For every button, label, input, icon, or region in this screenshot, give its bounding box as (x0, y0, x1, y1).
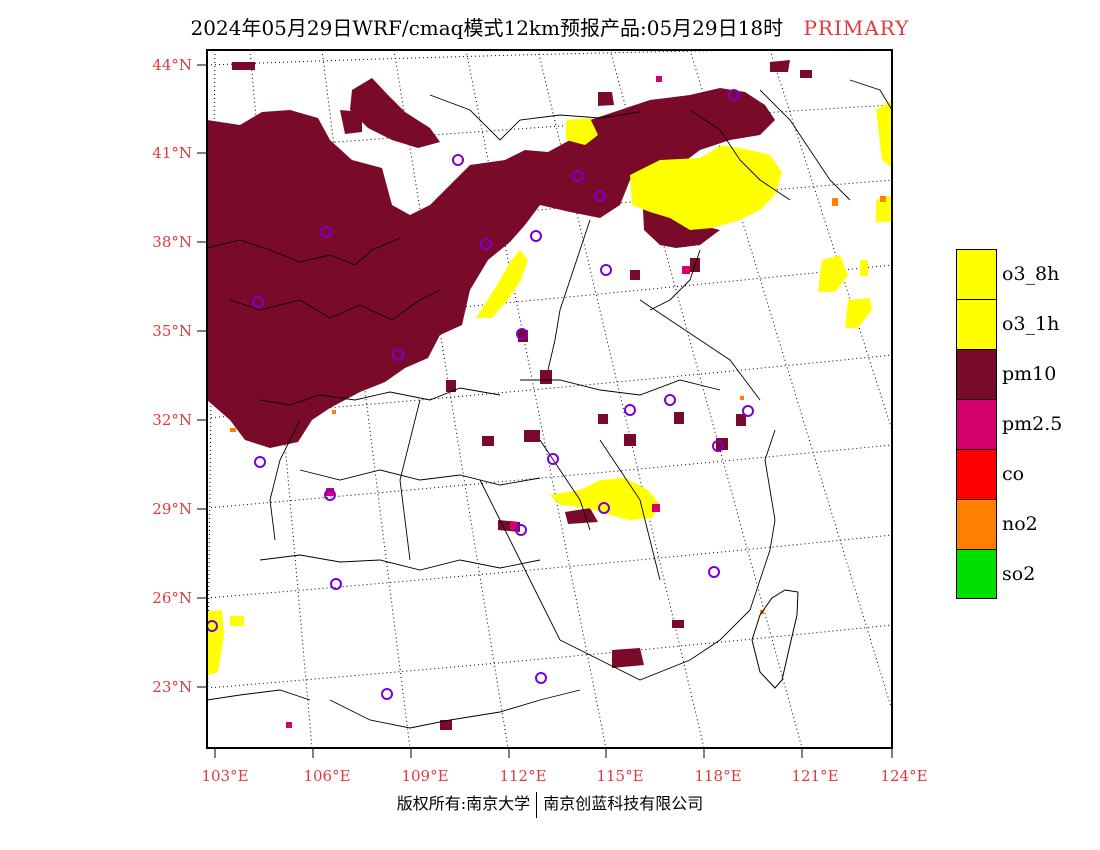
lon-label: 124°E (880, 767, 927, 785)
legend-swatch (956, 349, 997, 399)
taiwan-island (751, 589, 799, 689)
lat-label: 26°N (152, 589, 192, 607)
legend-label: co (1002, 463, 1025, 485)
lat-label: 41°N (152, 144, 192, 162)
footer-left-text: 版权所有:南京大学 (396, 794, 531, 813)
boundary-lines (207, 79, 892, 729)
legend-label: pm2.5 (1002, 413, 1063, 435)
lon-ticks (214, 748, 893, 758)
title-primary-tag: PRIMARY (803, 16, 910, 40)
lon-label: 115°E (596, 767, 643, 785)
station-markers (207, 89, 754, 700)
lon-label: 112°E (499, 767, 546, 785)
lon-label: 103°E (201, 767, 248, 785)
footer-right-text: 南京创蓝科技有限公司 (543, 794, 704, 813)
legend-swatch (956, 449, 997, 499)
pm25-region (286, 76, 690, 728)
lat-ticks (197, 64, 207, 688)
lat-label: 32°N (152, 411, 192, 429)
map-plot-area (207, 50, 892, 748)
legend-label: so2 (1002, 563, 1036, 585)
map-frame (206, 49, 893, 749)
lon-label: 121°E (791, 767, 838, 785)
lat-label: 35°N (152, 322, 192, 340)
legend-label: o3_1h (1002, 313, 1060, 335)
legend-label: pm10 (1002, 363, 1057, 385)
lat-labels: 44°N 41°N 38°N 35°N 32°N 29°N 26°N 23°N (152, 56, 192, 696)
copyright-footer: 版权所有:南京大学 南京创蓝科技有限公司 (0, 790, 1100, 818)
legend-swatch (956, 249, 997, 299)
map-title: 2024年05月29日WRF/cmaq模式12km预报产品:05月29日18时 … (0, 12, 1100, 41)
legend-swatch (956, 399, 997, 449)
lat-label: 23°N (152, 678, 192, 696)
lat-label: 44°N (152, 56, 192, 74)
legend-swatch (956, 549, 997, 599)
legend-label: o3_8h (1002, 263, 1060, 285)
title-text: 2024年05月29日WRF/cmaq模式12km预报产品:05月29日18时 (190, 16, 784, 40)
legend-swatch (956, 499, 997, 549)
lon-label: 109°E (401, 767, 448, 785)
lon-labels: 103°E 106°E 109°E 112°E 115°E 118°E 121°… (201, 767, 927, 785)
legend-label: no2 (1002, 513, 1038, 535)
footer-separator (536, 791, 538, 818)
lat-label: 38°N (152, 233, 192, 251)
legend-swatch (956, 299, 997, 349)
lon-label: 118°E (694, 767, 741, 785)
lat-label: 29°N (152, 500, 192, 518)
lon-label: 106°E (303, 767, 350, 785)
